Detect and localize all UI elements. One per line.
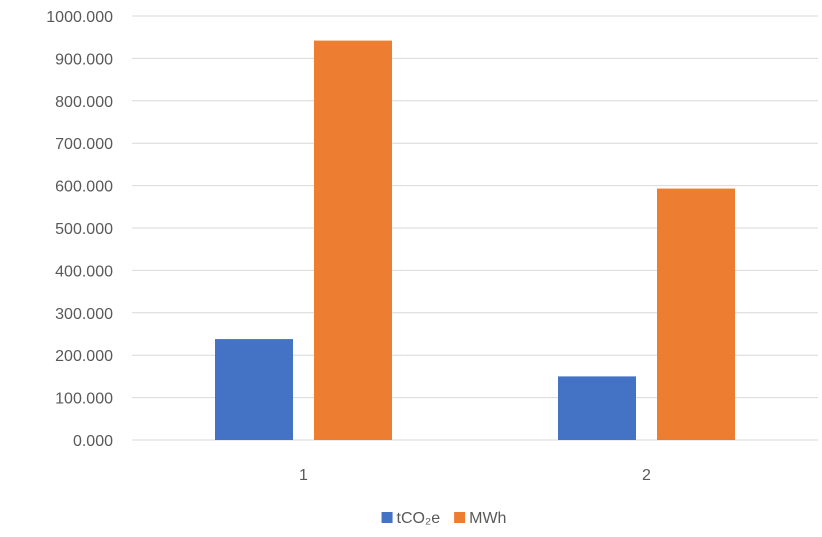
legend-item: tCO₂e [381, 510, 441, 527]
y-axis: 0.000 100.000 200.000 300.000 400.000 500.000… [46, 9, 113, 450]
bar-mwh-2 [657, 188, 735, 440]
y-tick-label: 0.000 [73, 433, 113, 450]
y-tick-label: 800.000 [55, 94, 113, 111]
y-tick-label: 900.000 [55, 51, 113, 68]
y-tick-label: 1000.000 [46, 9, 113, 26]
y-tick-label: 700.000 [55, 136, 113, 153]
legend: tCO₂e MWh [381, 510, 506, 527]
y-tick-label: 400.000 [55, 263, 113, 280]
legend-item: MWh [454, 510, 506, 527]
legend-swatch [381, 512, 393, 523]
y-tick-label: 600.000 [55, 179, 113, 196]
bar-tco2e-1 [215, 339, 293, 440]
x-tick-label: 1 [299, 467, 308, 484]
bars [215, 40, 735, 440]
bar-tco2e-2 [558, 376, 636, 440]
legend-label: tCO₂e [397, 510, 441, 527]
legend-label: MWh [469, 510, 506, 527]
y-tick-label: 500.000 [55, 221, 113, 238]
y-tick-label: 300.000 [55, 306, 113, 323]
x-tick-label: 2 [642, 467, 651, 484]
y-tick-label: 100.000 [55, 391, 113, 408]
legend-swatch [454, 512, 466, 523]
bar-mwh-1 [314, 40, 392, 440]
y-tick-label: 200.000 [55, 348, 113, 365]
